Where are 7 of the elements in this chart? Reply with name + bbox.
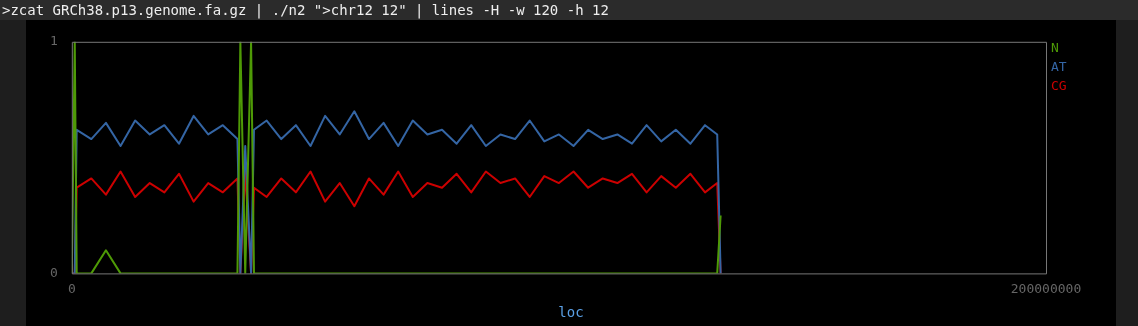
x-tick-label: 200000000 bbox=[1010, 280, 1082, 296]
y-tick-label: 1 bbox=[50, 33, 58, 49]
chart-title: >zcat GRCh38.p13.genome.fa.gz | ./n2 ">chr12 12" | lines -H -w 120 -h 12 bbox=[0, 0, 1138, 20]
text: AT bbox=[1051, 58, 1067, 76]
x-axis-title: loc bbox=[557, 304, 585, 320]
text: CG bbox=[1051, 77, 1067, 95]
text: N bbox=[1051, 39, 1060, 57]
